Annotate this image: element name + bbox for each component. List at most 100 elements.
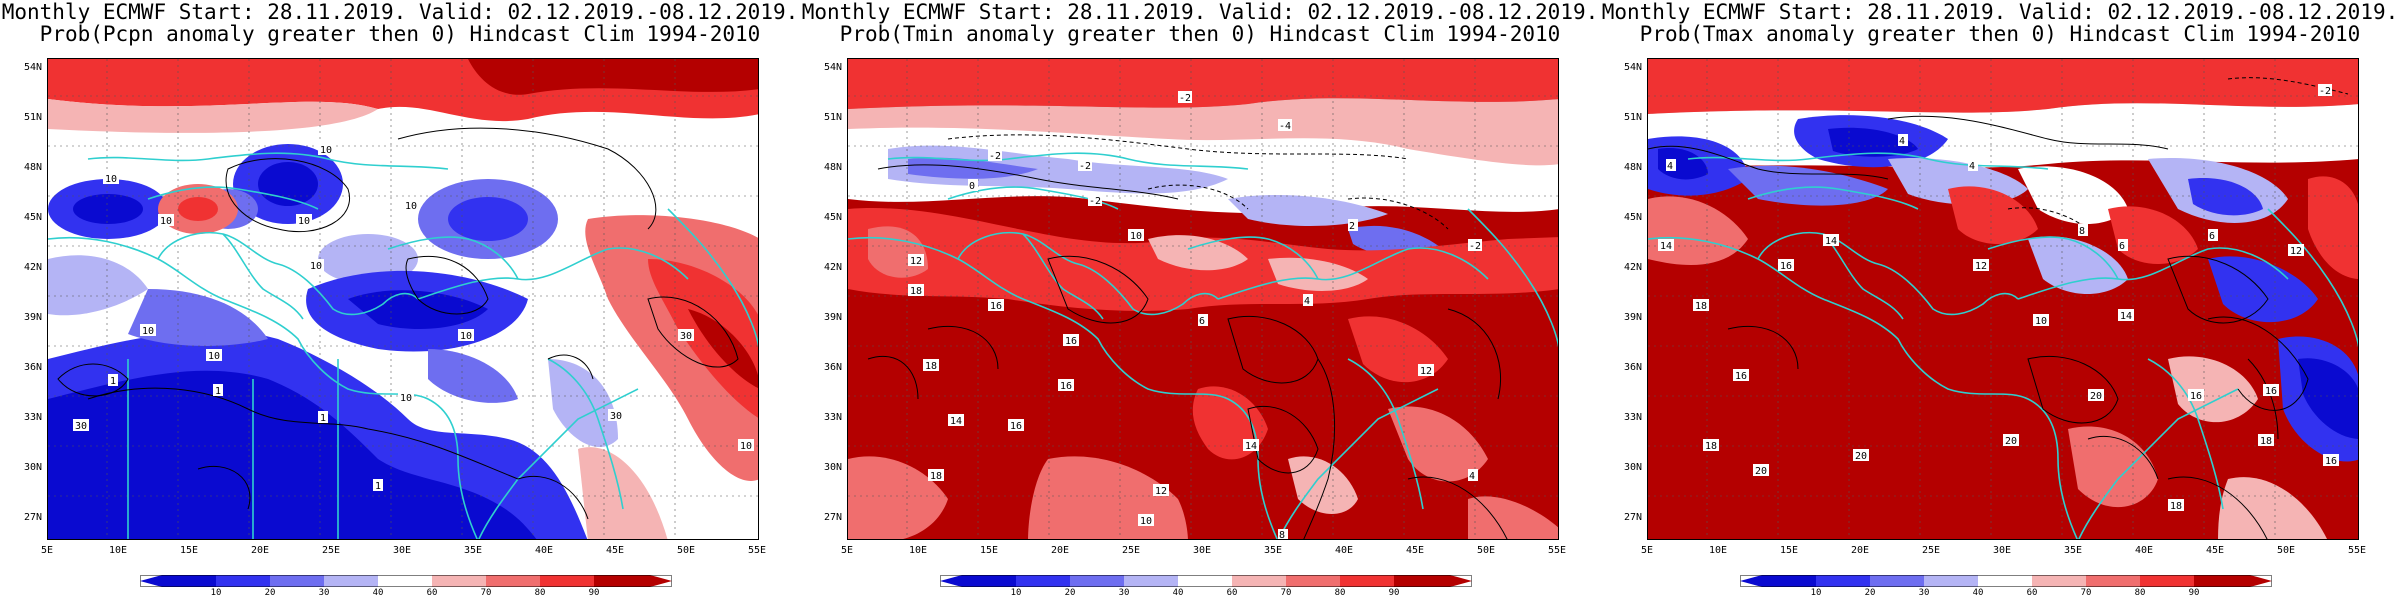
contour-label: 14 (950, 416, 962, 427)
y-tick-label: 54N (23, 62, 42, 73)
contour-label: 10 (740, 441, 752, 452)
contour-label: 12 (1975, 261, 1987, 272)
contour-label: 18 (930, 471, 942, 482)
x-tick-label: 50E (2276, 545, 2296, 556)
x-tick-label: 45E (1405, 545, 1425, 556)
y-tick-label: 33N (23, 412, 42, 423)
x-tick-label: 15E (1779, 545, 1799, 556)
y-tick-label: 30N (23, 462, 42, 473)
contour-label: 16 (2325, 456, 2337, 467)
y-tick-label: 27N (23, 512, 42, 523)
y-tick-label: 51N (23, 112, 42, 123)
panel-precipitation: Monthly ECMWF Start: 28.11.2019. Valid: … (0, 0, 800, 600)
contour-label: 1 (215, 386, 221, 397)
y-tick-label: 42N (1623, 262, 1642, 273)
x-tick-label: 35E (1263, 545, 1283, 556)
colorbar-label: 70 (480, 588, 492, 598)
contour-label: 16 (1065, 336, 1077, 347)
y-tick-label: 39N (23, 312, 42, 323)
x-tick-label: 5E (840, 545, 854, 556)
contour-label: 18 (910, 286, 922, 297)
colorbar-label: 30 (1118, 588, 1130, 598)
y-tick-label: 30N (823, 462, 842, 473)
x-tick-label: 55E (2347, 545, 2367, 556)
contour-label: 10 (2035, 316, 2047, 327)
x-tick-label: 5E (1640, 545, 1654, 556)
y-tick-label: 36N (23, 362, 42, 373)
colorbar-label: 20 (264, 588, 276, 598)
contour-label: 12 (2290, 246, 2302, 257)
colorbar-label: 40 (372, 588, 384, 598)
contour-label: 16 (1060, 381, 1072, 392)
contour-label: -2 (1089, 196, 1101, 207)
panel-title-line1: Monthly ECMWF Start: 28.11.2019. Valid: … (1601, 0, 2399, 24)
contour-label: 4 (1304, 296, 1310, 307)
x-tick-label: 35E (463, 545, 483, 556)
contour-label: 6 (2209, 231, 2215, 242)
x-tick-label: 30E (1992, 545, 2012, 556)
y-tick-label: 39N (1623, 312, 1642, 323)
contour-label: 16 (1780, 261, 1792, 272)
contour-label: 14 (1660, 241, 1672, 252)
panel-tmin: Monthly ECMWF Start: 28.11.2019. Valid: … (800, 0, 1600, 600)
x-tick-label: 40E (534, 545, 554, 556)
x-tick-label: 5E (40, 545, 54, 556)
colorbar-label: 30 (318, 588, 330, 598)
panel-title-line2: Prob(Pcpn anomaly greater then 0) Hindca… (39, 22, 761, 46)
panel-title-line1: Monthly ECMWF Start: 28.11.2019. Valid: … (1, 0, 799, 24)
panel-title-line2: Prob(Tmin anomaly greater then 0) Hindca… (839, 22, 1561, 46)
contour-label: 1 (320, 413, 326, 424)
x-tick-label: 15E (979, 545, 999, 556)
x-tick-label: 40E (1334, 545, 1354, 556)
contour-label: 0 (969, 181, 975, 192)
y-tick-label: 54N (1623, 62, 1642, 73)
contour-label: 18 (1695, 301, 1707, 312)
contour-label: 18 (1705, 441, 1717, 452)
contour-label: 8 (2079, 226, 2085, 237)
y-tick-label: 54N (823, 62, 842, 73)
panel-title-line1: Monthly ECMWF Start: 28.11.2019. Valid: … (801, 0, 1599, 24)
contour-label: 10 (405, 201, 417, 212)
y-tick-label: 30N (1623, 462, 1642, 473)
contour-label: 14 (1245, 441, 1257, 452)
x-tick-label: 20E (250, 545, 270, 556)
contour-label: 10 (208, 351, 220, 362)
y-tick-label: 33N (1623, 412, 1642, 423)
colorbar-label: 10 (1010, 588, 1022, 598)
x-tick-label: 45E (2205, 545, 2225, 556)
x-tick-label: 35E (2063, 545, 2083, 556)
contour-label: 16 (2190, 391, 2202, 402)
y-tick-label: 45N (823, 212, 842, 223)
contour-label: 30 (680, 331, 692, 342)
x-tick-label: 10E (908, 545, 928, 556)
contour-label: 20 (2005, 436, 2017, 447)
x-tick-label: 55E (747, 545, 767, 556)
contour-label: 18 (2170, 501, 2182, 512)
contour-label: 10 (142, 326, 154, 337)
contour-label: 16 (1010, 421, 1022, 432)
contour-label: 4 (1969, 161, 1975, 172)
contour-label: -2 (989, 151, 1001, 162)
colorbar-label: 90 (588, 588, 600, 598)
contour-label: 14 (1825, 236, 1837, 247)
colorbar-label: 60 (1226, 588, 1238, 598)
y-tick-label: 36N (823, 362, 842, 373)
contour-label: 16 (1735, 371, 1747, 382)
contour-label: 10 (400, 393, 412, 404)
y-tick-label: 48N (823, 162, 842, 173)
x-tick-label: 25E (1121, 545, 1141, 556)
contour-label: 4 (1899, 136, 1905, 147)
contour-label: 14 (2120, 311, 2132, 322)
contour-label: -2 (1079, 161, 1091, 172)
colorbar-label: 90 (2188, 588, 2200, 598)
x-tick-label: 40E (2134, 545, 2154, 556)
colorbar-label: 60 (426, 588, 438, 598)
contour-label: 4 (1469, 471, 1475, 482)
contour-label: -2 (2319, 86, 2331, 97)
map-plot: 10 10 10 10 10 10 10 1 1 1 10 10 10 1 30… (47, 58, 759, 540)
contour-label: 12 (1155, 486, 1167, 497)
map-plot: 4 -2 4 4 6 14 16 14 12 18 16 20 20 20 18… (1647, 58, 2359, 540)
colorbar-label: 10 (1810, 588, 1822, 598)
y-tick-label: 48N (1623, 162, 1642, 173)
x-tick-label: 15E (179, 545, 199, 556)
